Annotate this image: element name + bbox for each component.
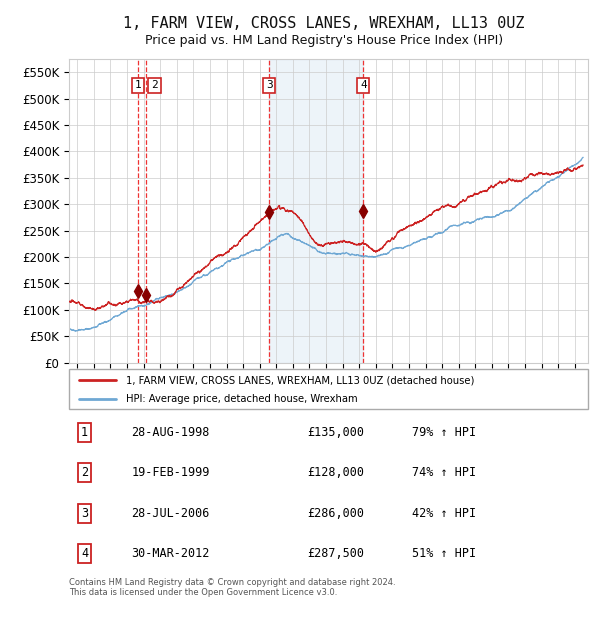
Text: £287,500: £287,500	[308, 547, 365, 560]
Text: 3: 3	[266, 81, 272, 91]
Text: 1: 1	[81, 426, 88, 439]
Text: 1, FARM VIEW, CROSS LANES, WREXHAM, LL13 0UZ (detached house): 1, FARM VIEW, CROSS LANES, WREXHAM, LL13…	[126, 375, 475, 385]
Text: HPI: Average price, detached house, Wrexham: HPI: Average price, detached house, Wrex…	[126, 394, 358, 404]
Text: 79% ↑ HPI: 79% ↑ HPI	[412, 426, 476, 439]
Text: 4: 4	[81, 547, 88, 560]
Text: 51% ↑ HPI: 51% ↑ HPI	[412, 547, 476, 560]
Text: 2: 2	[151, 81, 158, 91]
Text: Contains HM Land Registry data © Crown copyright and database right 2024.
This d: Contains HM Land Registry data © Crown c…	[69, 578, 395, 597]
Text: 74% ↑ HPI: 74% ↑ HPI	[412, 466, 476, 479]
Text: 42% ↑ HPI: 42% ↑ HPI	[412, 507, 476, 520]
Text: 3: 3	[81, 507, 88, 520]
Text: £128,000: £128,000	[308, 466, 365, 479]
Text: 19-FEB-1999: 19-FEB-1999	[131, 466, 209, 479]
Text: 30-MAR-2012: 30-MAR-2012	[131, 547, 209, 560]
Text: Price paid vs. HM Land Registry's House Price Index (HPI): Price paid vs. HM Land Registry's House …	[145, 34, 503, 47]
FancyBboxPatch shape	[69, 369, 588, 409]
Text: 1, FARM VIEW, CROSS LANES, WREXHAM, LL13 0UZ: 1, FARM VIEW, CROSS LANES, WREXHAM, LL13…	[123, 16, 525, 30]
Text: 28-AUG-1998: 28-AUG-1998	[131, 426, 209, 439]
Text: £286,000: £286,000	[308, 507, 365, 520]
Text: 2: 2	[81, 466, 88, 479]
Text: 1: 1	[134, 81, 141, 91]
Text: 4: 4	[360, 81, 367, 91]
Text: 28-JUL-2006: 28-JUL-2006	[131, 507, 209, 520]
Text: £135,000: £135,000	[308, 426, 365, 439]
Bar	[269, 59, 364, 363]
